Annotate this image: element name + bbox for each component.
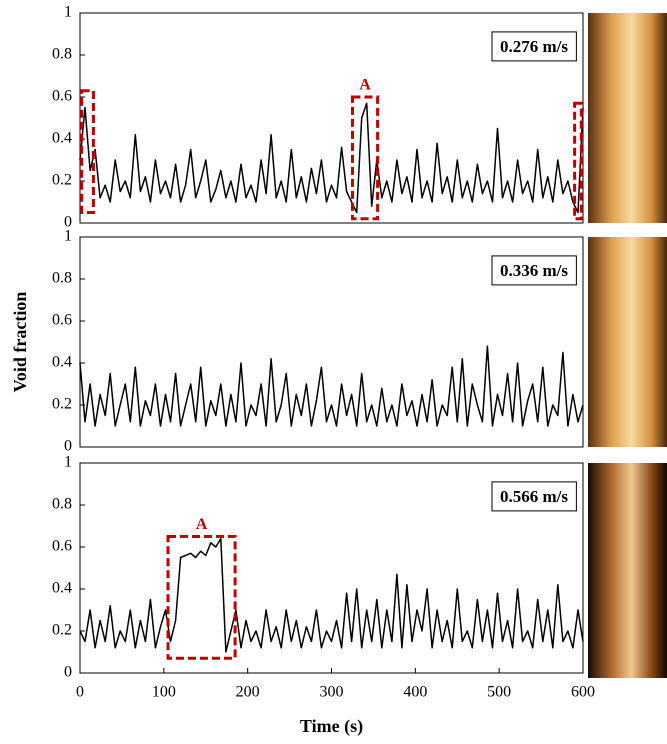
- y-tick-label: 0.8: [52, 46, 72, 63]
- speed-box: [491, 481, 577, 512]
- x-tick-label: 0: [76, 684, 84, 701]
- photo: [588, 463, 667, 678]
- data-line: [79, 102, 584, 214]
- speed-box: [491, 31, 577, 62]
- data-line: [79, 537, 584, 653]
- photo: [588, 237, 667, 447]
- x-tick-label: 400: [403, 684, 427, 701]
- highlight-label: A: [196, 516, 208, 533]
- y-tick-label: 0: [64, 214, 72, 231]
- x-tick-label: 500: [487, 684, 511, 701]
- plot-frame: [79, 236, 584, 448]
- x-tick-label: 100: [152, 684, 176, 701]
- y-tick-label: 0: [64, 664, 72, 681]
- y-tick-label: 0.4: [52, 580, 72, 597]
- speed-label: 0.276 m/s: [500, 37, 568, 56]
- data-line: [79, 345, 584, 427]
- highlight-box: [350, 95, 380, 221]
- y-tick-label: 0.8: [52, 270, 72, 287]
- y-tick-label: 0: [64, 438, 72, 455]
- y-tick-label: 1: [64, 4, 72, 21]
- y-tick-label: 0.2: [52, 172, 72, 189]
- photo: [588, 13, 667, 223]
- highlight-box: [80, 89, 95, 214]
- highlight-label: A: [359, 77, 371, 94]
- x-tick-label: 300: [320, 684, 344, 701]
- y-axis-label: Void fraction: [10, 292, 30, 393]
- speed-label: 0.566 m/s: [500, 487, 568, 506]
- y-tick-label: 0.2: [52, 396, 72, 413]
- y-tick-label: 0.6: [52, 312, 72, 329]
- x-tick-label: 600: [571, 684, 595, 701]
- y-tick-label: 0.6: [52, 88, 72, 105]
- y-tick-label: 0.4: [52, 354, 72, 371]
- y-tick-label: 0.2: [52, 622, 72, 639]
- speed-box: [491, 255, 577, 286]
- highlight-box: [573, 101, 583, 221]
- x-axis-label: Time (s): [300, 716, 363, 737]
- y-tick-label: 0.4: [52, 130, 72, 147]
- y-tick-label: 0.6: [52, 538, 72, 555]
- y-tick-label: 1: [64, 228, 72, 245]
- y-tick-label: 0.8: [52, 496, 72, 513]
- highlight-box: [166, 535, 237, 660]
- speed-label: 0.336 m/s: [500, 261, 568, 280]
- y-tick-label: 1: [64, 454, 72, 471]
- x-tick-label: 200: [236, 684, 260, 701]
